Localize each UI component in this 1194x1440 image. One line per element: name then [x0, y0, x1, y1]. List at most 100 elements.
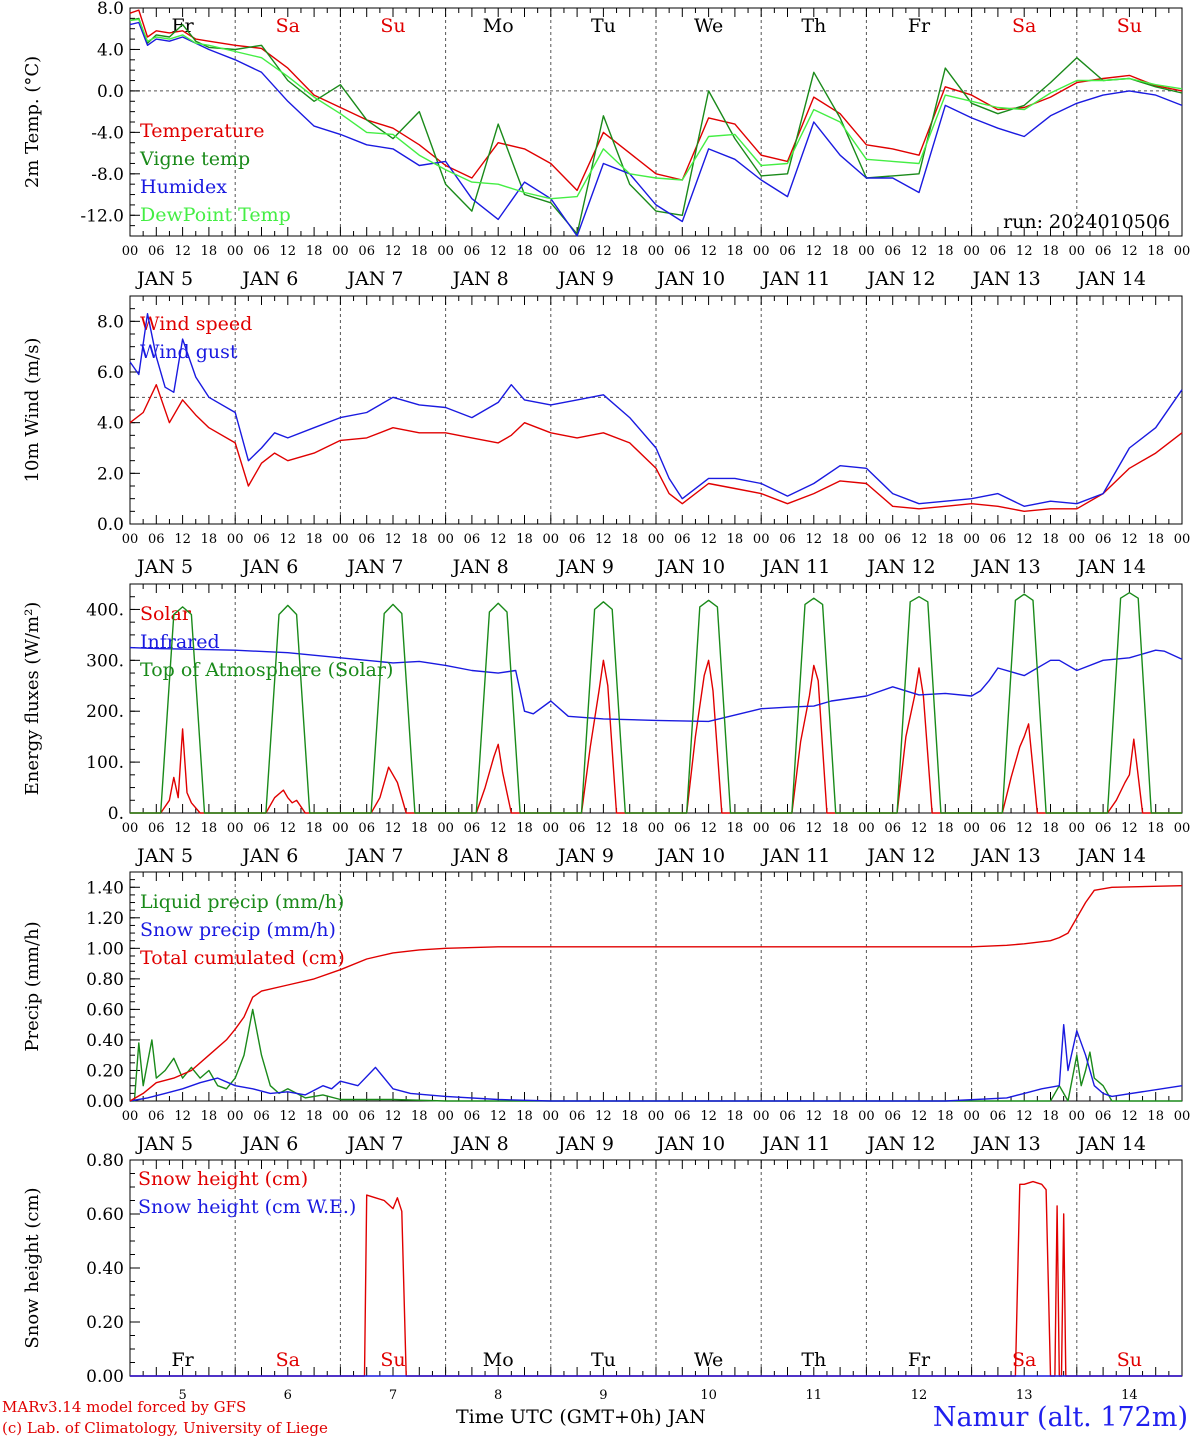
y-tick-label: 0.	[108, 804, 124, 824]
y-tick-label: 2.0	[97, 464, 124, 484]
hour-label: 06	[569, 821, 586, 836]
hour-label: 06	[253, 244, 270, 259]
hour-label: 06	[253, 821, 270, 836]
weekday-label: Sa	[1012, 15, 1036, 37]
hour-label: 00	[437, 532, 454, 547]
hour-label: 12	[700, 244, 717, 259]
hour-label: 12	[806, 532, 823, 547]
hour-label: 06	[884, 821, 901, 836]
hour-label: 00	[858, 1109, 875, 1124]
hour-label: 00	[1069, 244, 1086, 259]
series-line	[129, 21, 1183, 237]
hour-label: 12	[490, 821, 507, 836]
hour-label: 06	[1095, 821, 1112, 836]
date-label: JAN 10	[655, 845, 725, 867]
x-axis-title: Time UTC (GMT+0h) JAN	[456, 1406, 706, 1428]
hour-label: 18	[516, 532, 533, 547]
hour-label: 06	[253, 1109, 270, 1124]
hour-label: 00	[543, 821, 560, 836]
date-label: JAN 6	[240, 1133, 298, 1155]
date-label: JAN 7	[345, 1133, 403, 1155]
hour-label: 18	[411, 244, 428, 259]
hour-label: 18	[306, 532, 323, 547]
y-tick-label: 0.00	[86, 1367, 124, 1387]
hour-label: 12	[700, 821, 717, 836]
hour-label: 18	[727, 821, 744, 836]
y-tick-label: 400.	[86, 600, 124, 620]
hour-label: 12	[174, 821, 191, 836]
hour-label: 06	[674, 532, 691, 547]
hour-label: 12	[385, 821, 402, 836]
hour-label: 12	[280, 1109, 297, 1124]
hour-label: 00	[963, 1109, 980, 1124]
legend-entry: Top of Atmosphere (Solar)	[140, 659, 393, 681]
y-tick-label: 6.0	[97, 363, 124, 383]
hour-label: 00	[858, 532, 875, 547]
hour-label: 18	[1042, 821, 1059, 836]
hour-label: 00	[963, 821, 980, 836]
hour-label: 06	[464, 1109, 481, 1124]
hour-label: 00	[753, 532, 770, 547]
series-line	[129, 885, 1183, 1102]
day-number-label: 13	[1016, 1388, 1033, 1403]
hour-label: 00	[437, 1109, 454, 1124]
hour-label: 00	[858, 244, 875, 259]
hour-label: 12	[911, 532, 928, 547]
date-label: JAN 7	[345, 556, 403, 578]
hour-label: 12	[595, 1109, 612, 1124]
hour-label: 06	[674, 244, 691, 259]
hour-label: 12	[1016, 821, 1033, 836]
y-tick-label: 0.80	[86, 970, 124, 990]
y-tick-label: -8.0	[91, 165, 124, 185]
hour-label: 00	[1174, 1109, 1191, 1124]
hour-label: 18	[1147, 532, 1164, 547]
date-label: JAN 11	[760, 1133, 830, 1155]
weekday-label: Su	[1117, 15, 1142, 37]
weekday-label: Tu	[591, 1349, 616, 1371]
hour-label: 12	[911, 244, 928, 259]
hour-label: 00	[122, 1109, 139, 1124]
day-number-label: 6	[284, 1388, 292, 1403]
hour-label: 06	[990, 821, 1007, 836]
hour-label: 18	[1147, 1109, 1164, 1124]
date-label: JAN 12	[865, 268, 935, 290]
y-tick-label: 1.00	[86, 939, 124, 959]
lab-credit: (c) Lab. of Climatology, University of L…	[2, 1419, 328, 1437]
hour-label: 06	[358, 244, 375, 259]
date-label: JAN 14	[1076, 556, 1146, 578]
hour-label: 18	[621, 821, 638, 836]
hour-label: 18	[306, 1109, 323, 1124]
hour-label: 12	[911, 1109, 928, 1124]
y-axis-label: 2m Temp. (°C)	[22, 56, 43, 188]
hour-label: 00	[1174, 532, 1191, 547]
hour-label: 18	[937, 821, 954, 836]
hour-label: 06	[779, 532, 796, 547]
weekday-label: Fr	[908, 1349, 931, 1371]
y-tick-label: 200.	[86, 702, 124, 722]
y-axis-label: Snow height (cm)	[22, 1187, 43, 1348]
legend-entry: Total cumulated (cm)	[140, 947, 345, 969]
date-label: JAN 5	[135, 556, 193, 578]
hour-label: 12	[1121, 244, 1138, 259]
hour-label: 06	[990, 1109, 1007, 1124]
hour-label: 18	[411, 1109, 428, 1124]
hour-label: 12	[1016, 532, 1033, 547]
hour-label: 18	[411, 532, 428, 547]
date-label: JAN 12	[865, 1133, 935, 1155]
hour-label: 12	[806, 244, 823, 259]
weekday-label: Sa	[1012, 1349, 1036, 1371]
hour-label: 12	[1121, 1109, 1138, 1124]
y-axis-label: 10m Wind (m/s)	[22, 338, 43, 483]
hour-label: 12	[490, 532, 507, 547]
hour-label: 18	[411, 821, 428, 836]
hour-label: 12	[280, 244, 297, 259]
model-credit: MARv3.14 model forced by GFS	[2, 1398, 247, 1416]
series-line	[129, 384, 1183, 512]
hour-label: 00	[1069, 1109, 1086, 1124]
date-label: JAN 9	[556, 556, 614, 578]
date-label: JAN 12	[865, 845, 935, 867]
weekday-label: We	[694, 1349, 723, 1371]
date-label: JAN 11	[760, 845, 830, 867]
run-annotation: run: 2024010506	[1003, 211, 1170, 233]
hour-label: 00	[332, 532, 349, 547]
